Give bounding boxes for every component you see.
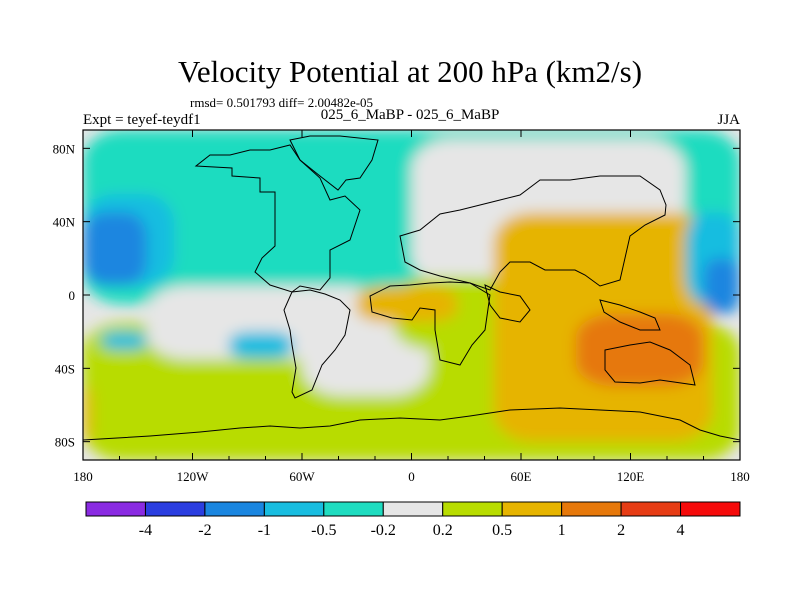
season-label: JJA [717, 112, 740, 128]
x-tick-label: 120E [617, 469, 645, 484]
y-tick-label: 40N [53, 215, 76, 230]
legend-swatch [680, 501, 741, 517]
region-indo-pacific-core [575, 313, 704, 387]
maritime-islands-outline [599, 299, 661, 331]
legend-swatch [323, 501, 384, 517]
chart-title: Velocity Potential at 200 hPa (km2/s) [178, 54, 642, 89]
region-west-pacific-core [83, 212, 147, 286]
legend-swatch [382, 501, 444, 517]
x-tick-label: 60E [511, 469, 532, 484]
south-america-outline [283, 289, 351, 399]
y-tick-label: 0 [69, 288, 76, 303]
legend-swatch [442, 501, 503, 517]
legend-swatch [144, 501, 206, 517]
legend-swatch [501, 501, 563, 517]
legend-label: 1 [558, 522, 566, 539]
arabia-outline [484, 284, 531, 323]
legend-label: -1 [258, 522, 271, 539]
region-north-pacific-core [703, 258, 740, 314]
region-south-atlantic-low [229, 331, 293, 360]
x-tick-label: 120W [177, 469, 210, 484]
eurasia-outline [399, 175, 667, 291]
y-axis: 80N 40N 0 40S 80S [53, 141, 740, 450]
color-legend: -4 -2 -1 -0.5 -0.2 0.2 0.5 1 2 4 [85, 501, 741, 539]
region-far-west-orange [83, 386, 93, 442]
continent-outlines [83, 135, 740, 441]
x-tick-label: 0 [408, 469, 415, 484]
x-tick-label: 180 [73, 469, 93, 484]
experiment-label: Expt = teyef-teydf1 [83, 112, 201, 128]
north-america-outline [194, 144, 361, 293]
legend-label: 0.2 [433, 522, 453, 539]
legend-label: 2 [617, 522, 625, 539]
legend-label: -2 [198, 522, 211, 539]
x-tick-label: 180 [730, 469, 750, 484]
africa-outline [369, 281, 491, 366]
legend-swatch [263, 501, 325, 517]
y-tick-label: 40S [55, 361, 75, 376]
stats-label: rmsd= 0.501793 diff= 2.00482e-05 [190, 95, 373, 110]
field-regions [83, 130, 740, 460]
legend-swatch [85, 501, 146, 517]
legend-label: -0.2 [371, 522, 396, 539]
legend-swatch [620, 501, 682, 517]
legend-swatch [561, 501, 622, 517]
case-label: 025_6_MaBP - 025_6_MaBP [321, 107, 500, 123]
australia-outline [604, 341, 696, 386]
y-tick-label: 80N [53, 141, 76, 156]
x-axis: 180 120W 60W 0 60E 120E 180 [73, 130, 750, 484]
legend-label: 4 [677, 522, 685, 539]
greenland-outline [289, 135, 379, 191]
map-panel: 180 120W 60W 0 60E 120E 180 80N 40N 0 40S 80S [53, 129, 750, 484]
region-east-pacific-south-low [101, 331, 147, 350]
y-tick-label: 80S [55, 435, 75, 450]
legend-swatch [204, 501, 265, 517]
legend-label: 0.5 [492, 522, 512, 539]
contour-field [83, 130, 740, 460]
legend-label: -4 [139, 522, 152, 539]
x-tick-label: 60W [289, 469, 315, 484]
region-sahara-orange [356, 285, 458, 323]
legend-label: -0.5 [311, 522, 336, 539]
antarctica-outline [83, 407, 740, 441]
